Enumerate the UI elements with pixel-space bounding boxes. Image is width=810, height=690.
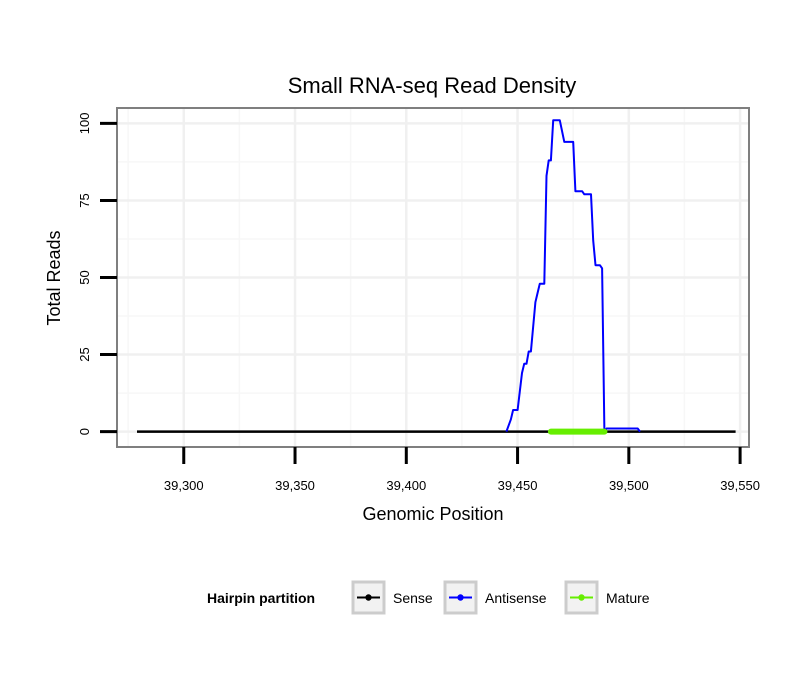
x-axis-title: Genomic Position <box>362 504 503 524</box>
y-tick-label: 25 <box>77 347 92 361</box>
y-axis-title: Total Reads <box>44 230 64 325</box>
legend-key-point <box>578 594 585 601</box>
x-tick-label: 39,300 <box>164 478 204 493</box>
legend-label: Mature <box>606 590 650 606</box>
y-axis: 0 25 50 75 100 <box>77 113 117 435</box>
y-tick-label: 100 <box>77 113 92 135</box>
legend-item-sense: Sense <box>351 580 433 615</box>
y-tick-label: 50 <box>77 270 92 284</box>
x-tick-label: 39,500 <box>609 478 649 493</box>
x-axis: 39,300 39,350 39,400 39,450 39,500 39,550 <box>164 447 760 493</box>
legend: Hairpin partition Sense Antisense Mature <box>207 580 650 615</box>
y-tick-label: 75 <box>77 193 92 207</box>
x-tick-label: 39,400 <box>386 478 426 493</box>
legend-item-antisense: Antisense <box>443 580 547 615</box>
legend-items: Sense Antisense Mature <box>351 580 650 615</box>
legend-label: Antisense <box>485 590 547 606</box>
series-antisense <box>505 119 641 433</box>
x-tick-label: 39,450 <box>498 478 538 493</box>
grid-major <box>117 108 749 447</box>
legend-title: Hairpin partition <box>207 590 315 606</box>
x-tick-label: 39,550 <box>720 478 760 493</box>
x-tick-label: 39,350 <box>275 478 315 493</box>
legend-label: Sense <box>393 590 433 606</box>
series-layer <box>137 119 736 435</box>
legend-key-point <box>365 594 372 601</box>
y-tick-label: 0 <box>77 428 92 435</box>
legend-key-point <box>457 594 464 601</box>
legend-item-mature: Mature <box>564 580 650 615</box>
chart-title: Small RNA-seq Read Density <box>288 73 577 98</box>
